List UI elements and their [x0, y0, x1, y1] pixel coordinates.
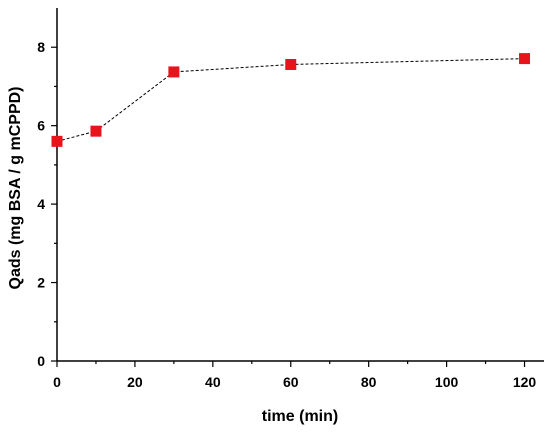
x-tick-label: 120 [513, 374, 537, 390]
y-tick-label: 6 [37, 118, 45, 134]
y-tick-label: 0 [37, 353, 45, 369]
data-point [168, 66, 180, 78]
x-tick-label: 40 [205, 374, 221, 390]
data-point [51, 135, 63, 147]
series-line [56, 58, 525, 142]
x-tick-label: 80 [361, 374, 377, 390]
y-axis-title: Qads (mg BSA / g mCPPD) [7, 87, 24, 290]
data-point [90, 125, 102, 137]
series [51, 53, 531, 147]
y-tick-label: 2 [37, 275, 45, 291]
x-ticks: 0 20 40 60 80 100 120 [53, 361, 536, 390]
data-point [285, 58, 297, 70]
x-tick-label: 100 [435, 374, 459, 390]
x-tick-label: 60 [283, 374, 299, 390]
axes [56, 8, 544, 362]
x-tick-label: 20 [127, 374, 143, 390]
x-tick-label: 0 [53, 374, 61, 390]
y-ticks: 0 2 4 6 8 [37, 39, 57, 369]
y-tick-label: 4 [37, 196, 45, 212]
data-point [519, 53, 531, 65]
y-tick-label: 8 [37, 39, 45, 55]
x-axis-title: time (min) [262, 408, 338, 425]
